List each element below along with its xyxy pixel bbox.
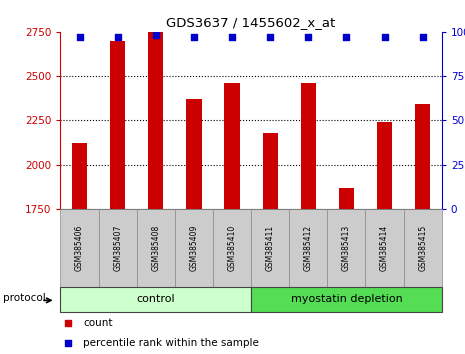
Bar <box>301 83 316 209</box>
Text: GSM385415: GSM385415 <box>418 225 427 271</box>
Bar <box>415 104 430 209</box>
Text: protocol: protocol <box>3 293 46 303</box>
Bar <box>148 32 163 209</box>
Bar <box>377 122 392 209</box>
Text: GSM385414: GSM385414 <box>380 225 389 271</box>
Title: GDS3637 / 1455602_x_at: GDS3637 / 1455602_x_at <box>166 16 336 29</box>
Point <box>343 34 350 40</box>
Bar <box>251 209 289 287</box>
Bar <box>404 209 442 287</box>
Bar <box>289 209 327 287</box>
Bar <box>327 209 365 287</box>
Text: GSM385407: GSM385407 <box>113 224 122 271</box>
Bar <box>251 287 442 312</box>
Point <box>266 34 274 40</box>
Text: GSM385408: GSM385408 <box>151 225 160 271</box>
Point <box>76 34 83 40</box>
Point <box>152 33 159 38</box>
Point <box>64 341 72 346</box>
Text: count: count <box>83 318 113 329</box>
Bar <box>213 209 251 287</box>
Point <box>381 34 388 40</box>
Text: myostatin depletion: myostatin depletion <box>291 294 402 304</box>
Bar <box>186 99 201 209</box>
Bar <box>110 41 125 209</box>
Bar <box>225 83 239 209</box>
Text: GSM385406: GSM385406 <box>75 224 84 271</box>
Bar <box>175 209 213 287</box>
Text: GSM385411: GSM385411 <box>266 225 275 271</box>
Bar <box>99 209 137 287</box>
Point <box>419 34 426 40</box>
Bar <box>339 188 354 209</box>
Bar <box>60 287 251 312</box>
Bar <box>137 209 175 287</box>
Point <box>64 321 72 326</box>
Text: GSM385412: GSM385412 <box>304 225 313 271</box>
Bar <box>365 209 404 287</box>
Text: GSM385413: GSM385413 <box>342 225 351 271</box>
Text: GSM385409: GSM385409 <box>189 224 199 271</box>
Text: percentile rank within the sample: percentile rank within the sample <box>83 338 259 348</box>
Bar <box>263 133 278 209</box>
Point <box>228 34 236 40</box>
Point <box>305 34 312 40</box>
Bar <box>72 143 87 209</box>
Bar <box>60 209 99 287</box>
Text: control: control <box>136 294 175 304</box>
Text: GSM385410: GSM385410 <box>227 225 237 271</box>
Point <box>190 34 198 40</box>
Point <box>114 34 121 40</box>
